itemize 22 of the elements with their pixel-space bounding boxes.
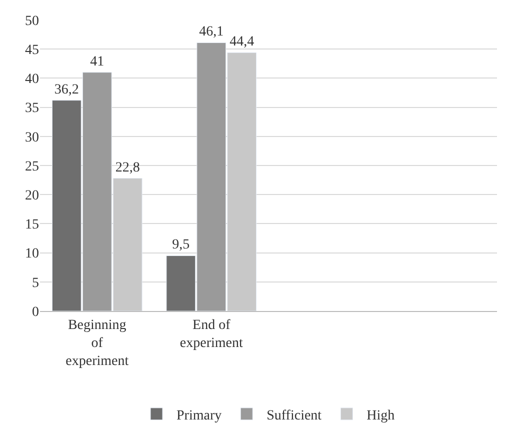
- y-tick-label: 5: [32, 276, 39, 291]
- x-tick-label: Beginning of experiment: [66, 318, 129, 370]
- y-tick-label: 15: [25, 218, 39, 233]
- y-tick-label: 35: [25, 101, 39, 116]
- y-tick-label: 20: [25, 188, 39, 204]
- data-label: 9,5: [172, 238, 190, 253]
- y-tick-label: 50: [25, 14, 39, 29]
- legend-label: High: [366, 408, 395, 424]
- y-tick-label: 25: [25, 159, 39, 174]
- y-tick-label: 10: [25, 246, 39, 262]
- y-tick-label: 45: [25, 43, 39, 58]
- data-label: 41: [90, 54, 104, 70]
- data-label: 22,8: [115, 160, 140, 176]
- legend-label: Primary: [176, 408, 222, 424]
- y-tick-label: 40: [25, 72, 39, 88]
- x-tick-label: End of experiment: [180, 318, 243, 351]
- y-tick-label: 0: [32, 304, 39, 320]
- data-label: 46,1: [199, 24, 224, 40]
- data-label: 36,2: [54, 82, 79, 98]
- y-tick-label: 30: [25, 130, 39, 146]
- legend-label: Sufficient: [266, 408, 322, 424]
- data-label: 44,4: [230, 34, 254, 50]
